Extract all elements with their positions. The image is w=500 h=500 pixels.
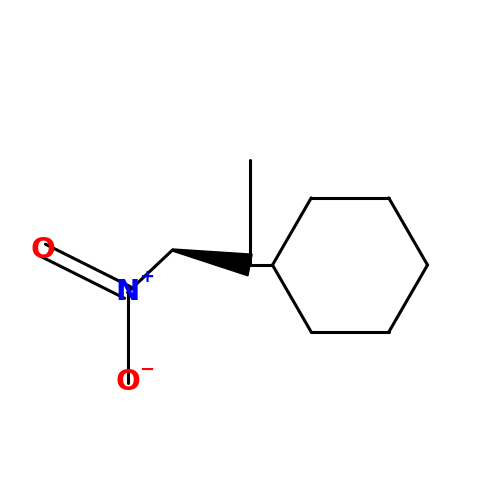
Text: N: N xyxy=(116,278,140,306)
Text: −: − xyxy=(139,361,154,379)
Text: +: + xyxy=(139,268,154,286)
Polygon shape xyxy=(172,249,252,276)
Text: O: O xyxy=(115,368,140,396)
Text: O: O xyxy=(30,236,55,264)
